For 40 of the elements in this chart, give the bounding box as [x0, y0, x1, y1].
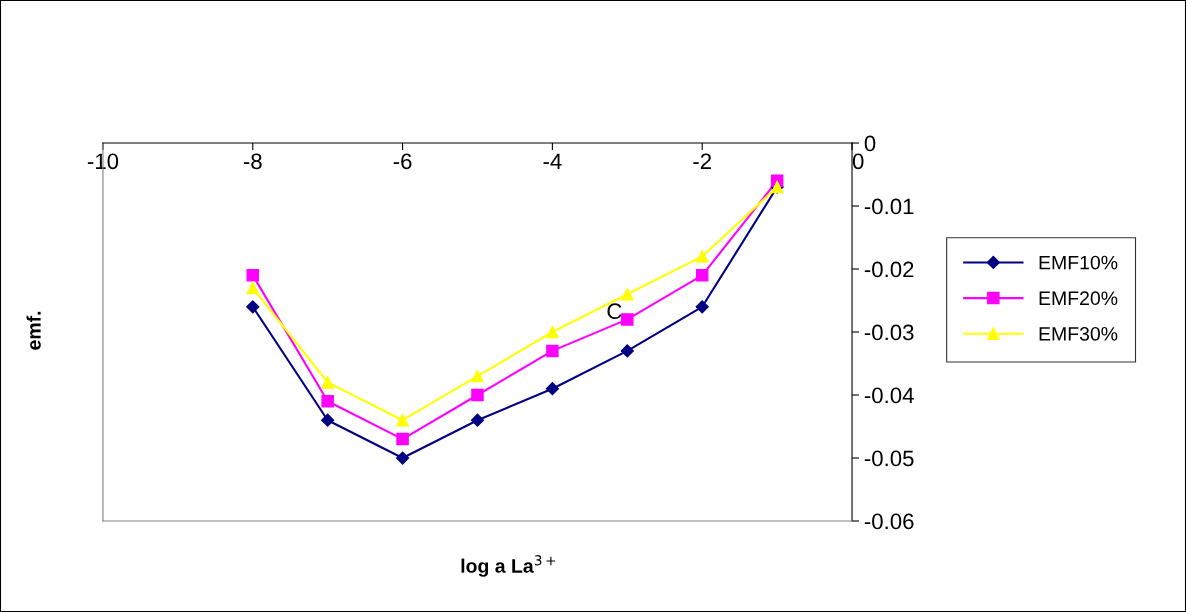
- point: [545, 382, 559, 396]
- point: [246, 300, 260, 314]
- point: [471, 369, 484, 383]
- legend-label: EMF20%: [1039, 291, 1118, 306]
- y-tick-label: 0: [864, 135, 876, 152]
- point: [695, 250, 709, 263]
- y-tick-label: -0.06: [864, 513, 914, 530]
- legend-label: EMF30%: [1039, 326, 1118, 341]
- point: [396, 432, 409, 446]
- point: [396, 413, 409, 427]
- point: [246, 269, 260, 282]
- point: [321, 395, 334, 408]
- y-axis-title: emf.: [26, 311, 41, 350]
- point: [471, 388, 484, 402]
- point: [621, 287, 634, 301]
- y-tick-label: -0.01: [864, 198, 914, 215]
- x-tick-label: 0: [852, 153, 864, 170]
- x-tick-label: -4: [543, 153, 562, 169]
- legend-label: EMF10%: [1039, 255, 1118, 270]
- point: [621, 313, 634, 326]
- annotation: C: [607, 303, 622, 320]
- point: [470, 413, 485, 427]
- y-tick-label: -0.03: [864, 324, 914, 341]
- point: [321, 376, 334, 389]
- point: [546, 344, 559, 358]
- point: [620, 344, 634, 358]
- point: [395, 451, 410, 465]
- x-tick-label: -6: [393, 153, 412, 170]
- x-axis-title: log a La$^{3+}$: [461, 555, 556, 577]
- point: [246, 281, 260, 295]
- x-tick-label: -8: [243, 153, 262, 170]
- y-tick-label: -0.05: [864, 450, 914, 467]
- y-tick-label: -0.02: [864, 261, 914, 278]
- point: [695, 269, 709, 282]
- y-tick-label: -0.04: [864, 387, 914, 404]
- point: [546, 325, 559, 339]
- point: [321, 413, 335, 427]
- x-tick-label: -2: [693, 153, 711, 169]
- point: [695, 300, 709, 314]
- x-tick-label: -10: [87, 153, 119, 170]
